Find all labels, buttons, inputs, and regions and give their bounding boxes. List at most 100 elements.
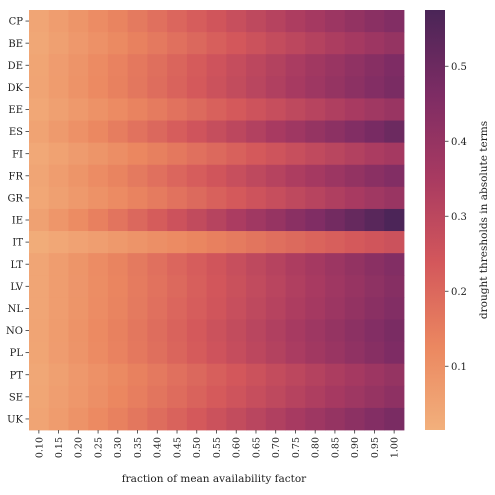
heatmap-cell [384, 98, 405, 121]
heatmap-cell [88, 363, 109, 387]
y-tick-label: GR [7, 193, 23, 204]
heatmap-cell [265, 142, 286, 166]
heatmap-cell [226, 297, 247, 320]
heatmap-cell [48, 208, 69, 232]
heatmap-cell [265, 319, 286, 342]
heatmap-cell [285, 120, 306, 144]
heatmap-cell [147, 32, 168, 55]
heatmap-cell [265, 341, 286, 365]
heatmap-cell [167, 341, 188, 365]
heatmap-cell [167, 208, 188, 232]
heatmap-cell [167, 275, 188, 298]
heatmap-cell [48, 164, 69, 188]
heatmap-cell [364, 385, 385, 409]
heatmap-cell [305, 341, 326, 365]
y-tick-label: IE [12, 216, 23, 227]
heatmap-cell [305, 186, 326, 210]
colorbar-tick-label: 0.1 [451, 362, 467, 373]
heatmap-cell [305, 231, 326, 254]
x-tick-labels: 0.10 0.15 0.20 0.25 0.30 0.35 0.40 0.45 0.50 0.55… [34, 430, 401, 458]
heatmap-cell [325, 385, 346, 409]
heatmap-cell [48, 231, 69, 254]
heatmap-cell [29, 142, 50, 166]
heatmap-cell [384, 10, 405, 33]
x-tick-label: 0.20 [74, 437, 85, 458]
heatmap-cell [127, 407, 148, 431]
y-tick-label: ES [9, 127, 23, 138]
heatmap-cell [226, 120, 247, 144]
heatmap-cell [147, 407, 168, 431]
y-tick-label: NL [8, 304, 24, 315]
heatmap-cell [246, 208, 267, 232]
heatmap-cell [285, 253, 306, 276]
heatmap-cell [325, 231, 346, 254]
heatmap-cell [246, 319, 267, 342]
heatmap-cell [147, 164, 168, 188]
heatmap-cell [325, 297, 346, 320]
heatmap-cell [127, 54, 148, 77]
heatmap-cell [29, 120, 50, 144]
heatmap-cell [88, 32, 109, 55]
heatmap-cell [384, 253, 405, 276]
heatmap-cell [167, 142, 188, 166]
heatmap-cell [285, 142, 306, 166]
x-tick-label: 0.85 [330, 437, 341, 458]
heatmap-cell [186, 319, 208, 342]
heatmap-cell [127, 164, 148, 188]
colorbar-tick-label: 0.4 [451, 137, 467, 148]
heatmap-cell [285, 297, 306, 320]
heatmap-cell [246, 363, 267, 387]
heatmap-cell [107, 98, 129, 121]
heatmap-cell [384, 32, 405, 55]
heatmap-cell [325, 54, 346, 77]
y-tick-label: PT [10, 370, 24, 381]
heatmap-cell [167, 164, 188, 188]
heatmap-cell [88, 142, 109, 166]
heatmap-cell [384, 231, 405, 254]
heatmap-cell [364, 297, 385, 320]
heatmap-cell [29, 363, 50, 387]
heatmap-cell [186, 10, 208, 33]
heatmap-cell [364, 10, 385, 33]
heatmap-cell [265, 275, 286, 298]
heatmap-cell [48, 10, 69, 33]
x-tick-label: 0.50 [192, 437, 203, 458]
heatmap-cell [68, 54, 89, 77]
y-tick-label: DK [8, 83, 24, 94]
heatmap-cell [107, 76, 129, 99]
heatmap-cell [305, 297, 326, 320]
heatmap-cell [167, 297, 188, 320]
heatmap-cell [48, 363, 69, 387]
heatmap-cell [364, 208, 385, 232]
heatmap-cell [226, 98, 247, 121]
heatmap-cell [364, 120, 385, 144]
heatmap-cell [147, 98, 168, 121]
heatmap-cell [206, 76, 227, 99]
x-tick-label: 0.40 [153, 437, 164, 458]
y-tick-label: NO [6, 326, 23, 337]
heatmap-cell [285, 76, 306, 99]
heatmap-cell [364, 76, 385, 99]
heatmap-cell [285, 407, 306, 431]
heatmap-cell [206, 54, 227, 77]
x-tick-label: 0.35 [133, 437, 144, 458]
heatmap-cell [265, 208, 286, 232]
heatmap-cell [265, 120, 286, 144]
heatmap-cell [206, 253, 227, 276]
heatmap-cell [68, 142, 89, 166]
heatmap-cell [246, 54, 267, 77]
heatmap-cell [285, 54, 306, 77]
heatmap-cell [206, 385, 227, 409]
heatmap-cell [167, 385, 188, 409]
heatmap-cell [48, 253, 69, 276]
heatmap-cell [107, 164, 129, 188]
heatmap-cell [206, 319, 227, 342]
heatmap-cell [88, 297, 109, 320]
heatmap-cell [206, 275, 227, 298]
heatmap-cell [107, 208, 129, 232]
heatmap-cell [285, 275, 306, 298]
heatmap-cell [29, 208, 50, 232]
heatmap-cell [68, 275, 89, 298]
heatmap-cell [68, 98, 89, 121]
